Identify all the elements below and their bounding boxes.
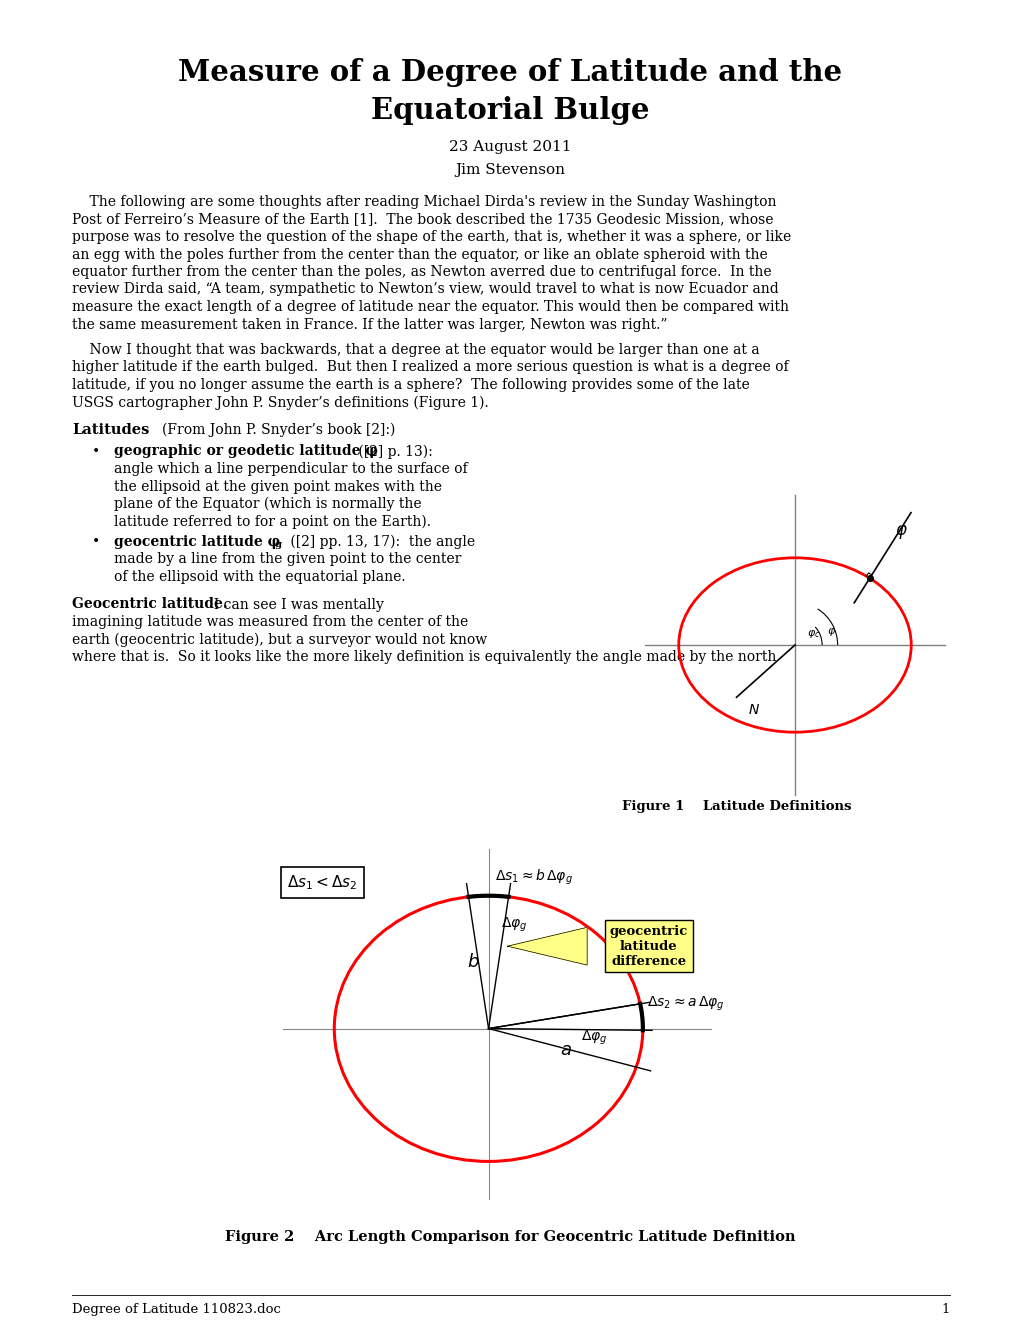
Text: equator further from the center than the poles, as Newton averred due to centrif: equator further from the center than the… bbox=[72, 265, 770, 279]
Text: higher latitude if the earth bulged.  But then I realized a more serious questio: higher latitude if the earth bulged. But… bbox=[72, 360, 788, 375]
Text: Figure 1    Latitude Definitions: Figure 1 Latitude Definitions bbox=[622, 800, 851, 813]
Text: Equatorial Bulge: Equatorial Bulge bbox=[370, 96, 649, 125]
Text: $\Delta s_1 \approx b\,\Delta\varphi_g$: $\Delta s_1 \approx b\,\Delta\varphi_g$ bbox=[495, 867, 573, 887]
Text: g: g bbox=[275, 540, 282, 549]
Polygon shape bbox=[506, 928, 587, 965]
Text: Latitudes: Latitudes bbox=[72, 422, 149, 437]
Text: $\varphi_c$: $\varphi_c$ bbox=[806, 628, 820, 640]
Text: $\varphi$: $\varphi$ bbox=[825, 626, 835, 638]
Text: latitude, if you no longer assume the earth is a sphere?  The following provides: latitude, if you no longer assume the ea… bbox=[72, 378, 749, 392]
Text: angle which a line perpendicular to the surface of: angle which a line perpendicular to the … bbox=[114, 462, 467, 477]
Text: USGS cartographer John P. Snyder’s definitions (Figure 1).: USGS cartographer John P. Snyder’s defin… bbox=[72, 396, 488, 411]
Text: latitude referred to for a point on the Earth).: latitude referred to for a point on the … bbox=[114, 515, 431, 529]
Text: •: • bbox=[92, 445, 100, 458]
Text: of the ellipsoid with the equatorial plane.: of the ellipsoid with the equatorial pla… bbox=[114, 570, 406, 583]
Text: The following are some thoughts after reading Michael Dirda's review in the Sund: The following are some thoughts after re… bbox=[72, 195, 775, 209]
Text: ([2] pp. 13, 17):  the angle: ([2] pp. 13, 17): the angle bbox=[285, 535, 475, 549]
Text: geographic or geodetic latitude φ: geographic or geodetic latitude φ bbox=[114, 445, 377, 458]
Text: ([2] p. 13):: ([2] p. 13): bbox=[354, 445, 432, 459]
Text: $\Delta\varphi_g$: $\Delta\varphi_g$ bbox=[501, 916, 528, 935]
Text: b: b bbox=[467, 953, 478, 972]
Text: geocentric latitude φ: geocentric latitude φ bbox=[114, 535, 280, 549]
Text: Figure 2    Arc Length Comparison for Geocentric Latitude Definition: Figure 2 Arc Length Comparison for Geoce… bbox=[224, 1230, 795, 1243]
Text: made by a line from the given point to the center: made by a line from the given point to t… bbox=[114, 553, 461, 566]
Text: the same measurement taken in France. If the latter was larger, Newton was right: the same measurement taken in France. If… bbox=[72, 318, 666, 331]
Text: Now I thought that was backwards, that a degree at the equator would be larger t: Now I thought that was backwards, that a… bbox=[72, 343, 759, 356]
Text: geocentric
latitude
difference: geocentric latitude difference bbox=[609, 925, 687, 968]
Text: the ellipsoid at the given point makes with the: the ellipsoid at the given point makes w… bbox=[114, 479, 441, 494]
Text: plane of the Equator (which is normally the: plane of the Equator (which is normally … bbox=[114, 498, 421, 511]
Text: N: N bbox=[748, 702, 758, 717]
Text: 1: 1 bbox=[941, 1303, 949, 1316]
Text: earth (geocentric latitude), but a surveyor would not know: earth (geocentric latitude), but a surve… bbox=[72, 632, 487, 647]
Text: purpose was to resolve the question of the shape of the earth, that is, whether : purpose was to resolve the question of t… bbox=[72, 230, 791, 244]
Text: Geocentric latitude.: Geocentric latitude. bbox=[72, 598, 227, 611]
Text: Degree of Latitude 110823.doc: Degree of Latitude 110823.doc bbox=[72, 1303, 280, 1316]
Text: a: a bbox=[559, 1041, 571, 1060]
Text: $\Delta s_1 < \Delta s_2$: $\Delta s_1 < \Delta s_2$ bbox=[287, 874, 358, 892]
Text: $\Delta s_2 \approx a\,\Delta\varphi_g$: $\Delta s_2 \approx a\,\Delta\varphi_g$ bbox=[647, 994, 725, 1012]
Text: imagining latitude was measured from the center of the: imagining latitude was measured from the… bbox=[72, 615, 468, 630]
Text: measure the exact length of a degree of latitude near the equator. This would th: measure the exact length of a degree of … bbox=[72, 300, 789, 314]
Text: where that is.  So it looks like the more likely definition is equivalently the : where that is. So it looks like the more… bbox=[72, 649, 775, 664]
Text: $\varphi$: $\varphi$ bbox=[895, 523, 907, 541]
Text: •: • bbox=[92, 535, 100, 549]
Text: 23 August 2011: 23 August 2011 bbox=[448, 140, 571, 154]
Text: $\Delta\varphi_g$: $\Delta\varphi_g$ bbox=[580, 1028, 606, 1047]
Text: Measure of a Degree of Latitude and the: Measure of a Degree of Latitude and the bbox=[177, 58, 842, 87]
Text: Post of Ferreiro’s Measure of the Earth [1].  The book described the 1735 Geodes: Post of Ferreiro’s Measure of the Earth … bbox=[72, 213, 772, 227]
Text: I can see I was mentally: I can see I was mentally bbox=[205, 598, 383, 611]
Text: Jim Stevenson: Jim Stevenson bbox=[454, 162, 565, 177]
Text: an egg with the poles further from the center than the equator, or like an oblat: an egg with the poles further from the c… bbox=[72, 248, 767, 261]
Text: review Dirda said, “A team, sympathetic to Newton’s view, would travel to what i: review Dirda said, “A team, sympathetic … bbox=[72, 282, 777, 297]
Text: (From John P. Snyder’s book [2]:): (From John P. Snyder’s book [2]:) bbox=[162, 422, 395, 437]
